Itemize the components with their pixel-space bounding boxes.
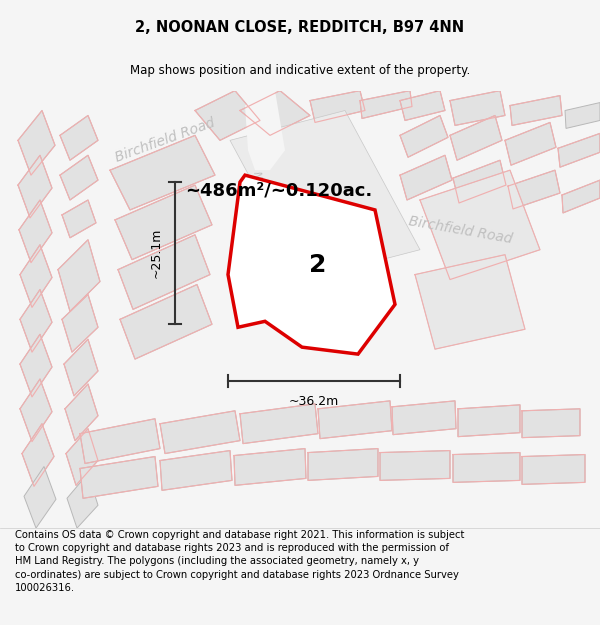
Text: Birchfield Road: Birchfield Road [113, 116, 217, 165]
Polygon shape [58, 240, 100, 311]
Polygon shape [66, 429, 98, 486]
Polygon shape [22, 424, 54, 486]
Text: Map shows position and indicative extent of the property.: Map shows position and indicative extent… [130, 64, 470, 77]
Polygon shape [228, 175, 395, 354]
Polygon shape [420, 170, 540, 279]
Polygon shape [80, 456, 158, 498]
Polygon shape [392, 401, 456, 434]
Polygon shape [308, 449, 378, 481]
Text: Birchfield Road: Birchfield Road [407, 214, 513, 246]
Polygon shape [160, 451, 232, 491]
Polygon shape [240, 404, 318, 444]
Polygon shape [380, 451, 450, 481]
Polygon shape [318, 401, 392, 439]
Polygon shape [453, 452, 520, 482]
Polygon shape [60, 116, 98, 160]
Polygon shape [60, 155, 98, 200]
Polygon shape [415, 255, 525, 349]
Polygon shape [400, 155, 452, 200]
Polygon shape [64, 339, 98, 396]
Polygon shape [24, 466, 56, 528]
Polygon shape [118, 235, 210, 309]
Polygon shape [310, 91, 365, 123]
Polygon shape [450, 91, 505, 126]
Polygon shape [562, 180, 600, 213]
Text: Contains OS data © Crown copyright and database right 2021. This information is : Contains OS data © Crown copyright and d… [15, 530, 464, 593]
Polygon shape [20, 334, 52, 397]
Polygon shape [62, 200, 96, 238]
Polygon shape [62, 294, 98, 352]
Polygon shape [510, 96, 562, 126]
Polygon shape [360, 91, 412, 119]
Polygon shape [115, 185, 212, 259]
Polygon shape [245, 91, 285, 170]
Polygon shape [558, 133, 600, 167]
Polygon shape [450, 116, 502, 160]
Polygon shape [65, 384, 98, 441]
Polygon shape [458, 405, 520, 437]
Polygon shape [565, 102, 600, 128]
Text: 2, NOONAN CLOSE, REDDITCH, B97 4NN: 2, NOONAN CLOSE, REDDITCH, B97 4NN [136, 19, 464, 34]
Text: Noonan Close: Noonan Close [251, 170, 275, 242]
Polygon shape [240, 91, 310, 136]
Polygon shape [19, 200, 52, 262]
Polygon shape [195, 91, 260, 141]
Polygon shape [234, 449, 306, 486]
Polygon shape [508, 170, 560, 209]
Polygon shape [80, 419, 160, 464]
Polygon shape [505, 122, 556, 165]
Polygon shape [522, 454, 585, 484]
Polygon shape [160, 411, 240, 454]
Polygon shape [230, 111, 420, 279]
Text: ~486m²/~0.120ac.: ~486m²/~0.120ac. [185, 181, 372, 199]
Polygon shape [110, 136, 215, 210]
Polygon shape [400, 91, 445, 121]
Polygon shape [453, 160, 506, 203]
Polygon shape [67, 474, 98, 528]
Polygon shape [20, 379, 52, 442]
Polygon shape [400, 116, 448, 158]
Text: ~36.2m: ~36.2m [289, 395, 339, 408]
Polygon shape [18, 155, 52, 218]
Polygon shape [20, 245, 52, 308]
Text: 2: 2 [310, 253, 326, 277]
Polygon shape [18, 111, 55, 175]
Polygon shape [120, 284, 212, 359]
Text: ~25.1m: ~25.1m [150, 228, 163, 278]
Polygon shape [20, 289, 52, 352]
Polygon shape [522, 409, 580, 437]
